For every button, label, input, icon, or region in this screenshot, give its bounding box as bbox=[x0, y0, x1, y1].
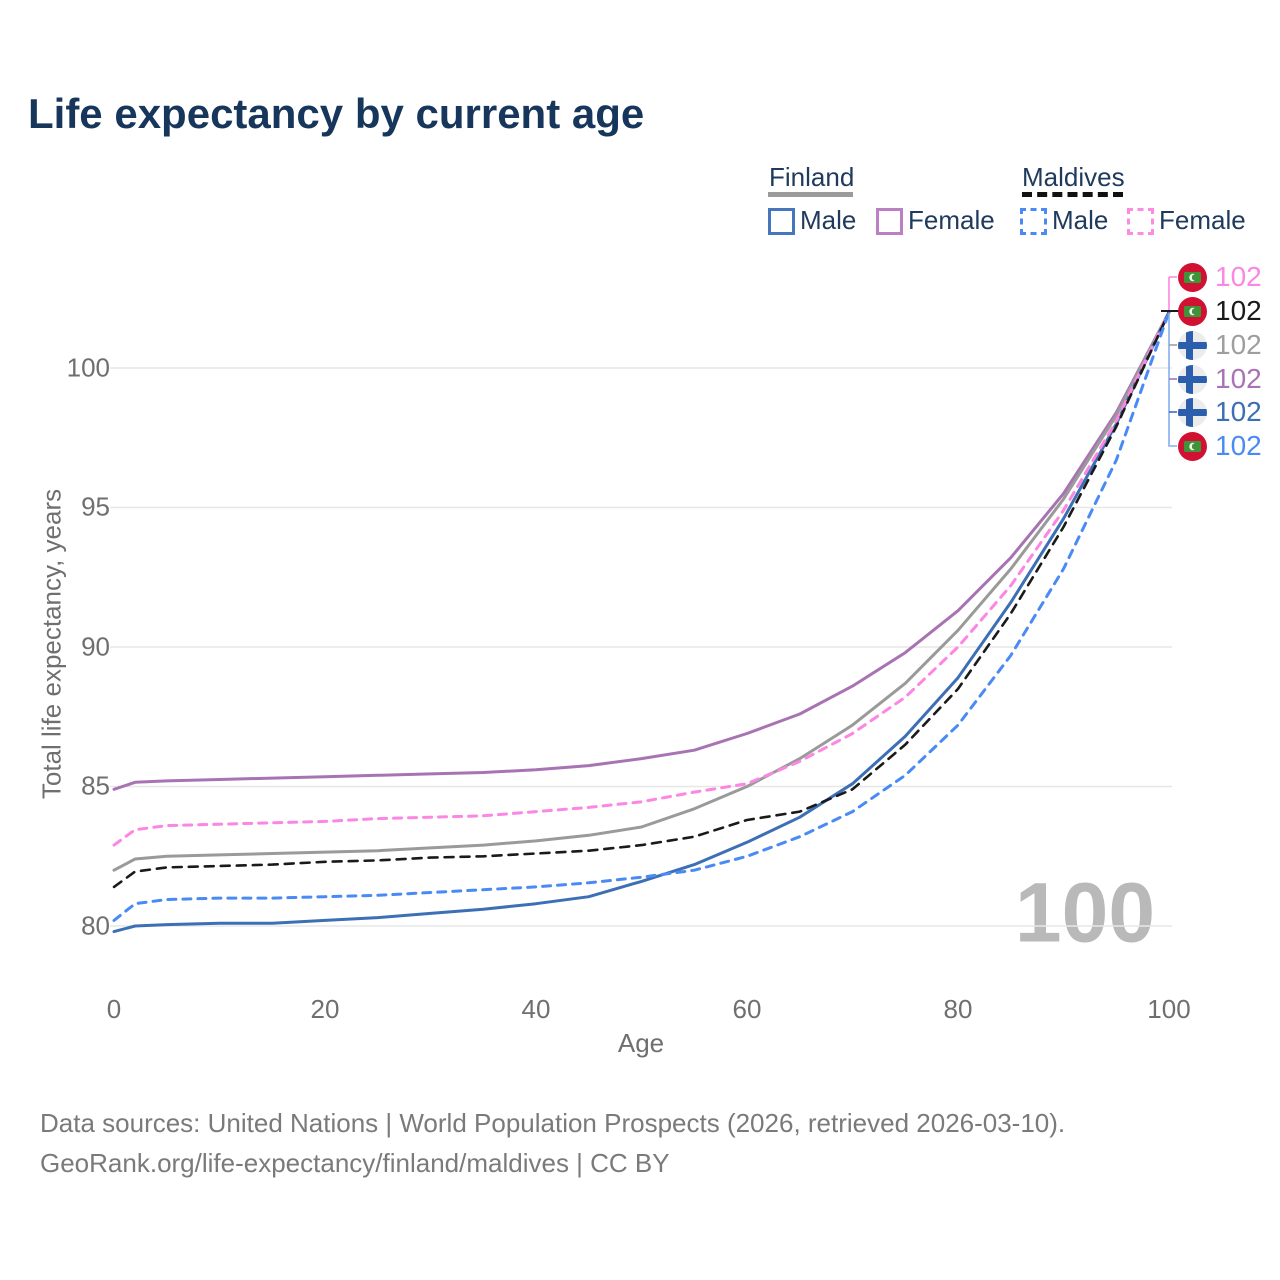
series-line-maldives-male[interactable] bbox=[112, 310, 1171, 922]
legend-group-finland-label[interactable]: Finland bbox=[769, 162, 855, 192]
y-tick-95: 95 bbox=[81, 491, 110, 522]
legend-swatch-maldives-male[interactable] bbox=[1020, 208, 1047, 235]
end-value: 102 bbox=[1215, 261, 1262, 292]
finland-flag-icon bbox=[1178, 330, 1207, 360]
y-tick-85: 85 bbox=[81, 770, 110, 801]
x-axis-title: Age bbox=[617, 1028, 665, 1058]
end-value: 102 bbox=[1215, 295, 1262, 326]
end-value: 102 bbox=[1215, 430, 1262, 461]
source-url-note[interactable]: GeoRank.org/life-expectancy/finland/mald… bbox=[40, 1148, 670, 1178]
legend-group-maldives-label[interactable]: Maldives bbox=[1022, 162, 1125, 192]
legend-item-maldives-male[interactable]: Male bbox=[1052, 205, 1109, 235]
end-value: 102 bbox=[1215, 363, 1262, 394]
data-sources-note: Data sources: United Nations | World Pop… bbox=[40, 1108, 1066, 1138]
series-line-finland-female[interactable] bbox=[112, 310, 1171, 791]
leader-maldives-male bbox=[1168, 312, 1177, 447]
x-tick-100: 100 bbox=[1147, 994, 1191, 1024]
legend-maldives-underline bbox=[1022, 192, 1123, 197]
end-label-finland-female[interactable]: 102 bbox=[1178, 363, 1262, 395]
legend-swatch-finland-female[interactable] bbox=[876, 208, 903, 235]
y-axis-title: Total life expectancy, years bbox=[36, 488, 67, 800]
x-tick-0: 0 bbox=[106, 994, 122, 1024]
finland-flag-icon bbox=[1178, 364, 1207, 394]
x-tick-40: 40 bbox=[521, 994, 551, 1024]
legend-item-finland-female[interactable]: Female bbox=[908, 205, 995, 235]
series-line-finland-male[interactable] bbox=[112, 310, 1171, 934]
end-value: 102 bbox=[1215, 329, 1262, 360]
end-label-finland-male[interactable]: 102 bbox=[1178, 396, 1262, 428]
x-tick-80: 80 bbox=[943, 994, 973, 1024]
y-tick-90: 90 bbox=[81, 631, 110, 662]
x-tick-20: 20 bbox=[310, 994, 340, 1024]
series-line-maldives-female[interactable] bbox=[112, 310, 1171, 847]
age-counter-watermark: 100 bbox=[1014, 865, 1156, 960]
maldives-flag-icon bbox=[1178, 296, 1207, 326]
x-tick-60: 60 bbox=[732, 994, 762, 1024]
end-value: 102 bbox=[1215, 396, 1262, 427]
legend-finland-underline bbox=[768, 192, 853, 197]
y-tick-100: 100 bbox=[66, 352, 110, 383]
maldives-flag-icon bbox=[1178, 262, 1207, 292]
series-line-finland-total[interactable] bbox=[112, 310, 1171, 872]
end-label-maldives-male[interactable]: 102 bbox=[1178, 430, 1262, 462]
legend-swatch-maldives-female[interactable] bbox=[1127, 208, 1154, 235]
end-label-maldives-female[interactable]: 102 bbox=[1178, 261, 1262, 293]
leader-maldives-female bbox=[1168, 276, 1177, 313]
end-label-finland-total[interactable]: 102 bbox=[1178, 329, 1262, 361]
legend-item-maldives-female[interactable]: Female bbox=[1159, 205, 1246, 235]
legend-item-finland-male[interactable]: Male bbox=[800, 205, 857, 235]
legend-swatch-finland-male[interactable] bbox=[768, 208, 795, 235]
maldives-flag-icon bbox=[1178, 431, 1207, 461]
page-title: Life expectancy by current age bbox=[28, 90, 645, 137]
series-line-maldives-total[interactable] bbox=[112, 310, 1171, 889]
end-label-maldives-total[interactable]: 102 bbox=[1178, 295, 1262, 327]
y-tick-80: 80 bbox=[81, 910, 110, 941]
finland-flag-icon bbox=[1178, 397, 1207, 427]
